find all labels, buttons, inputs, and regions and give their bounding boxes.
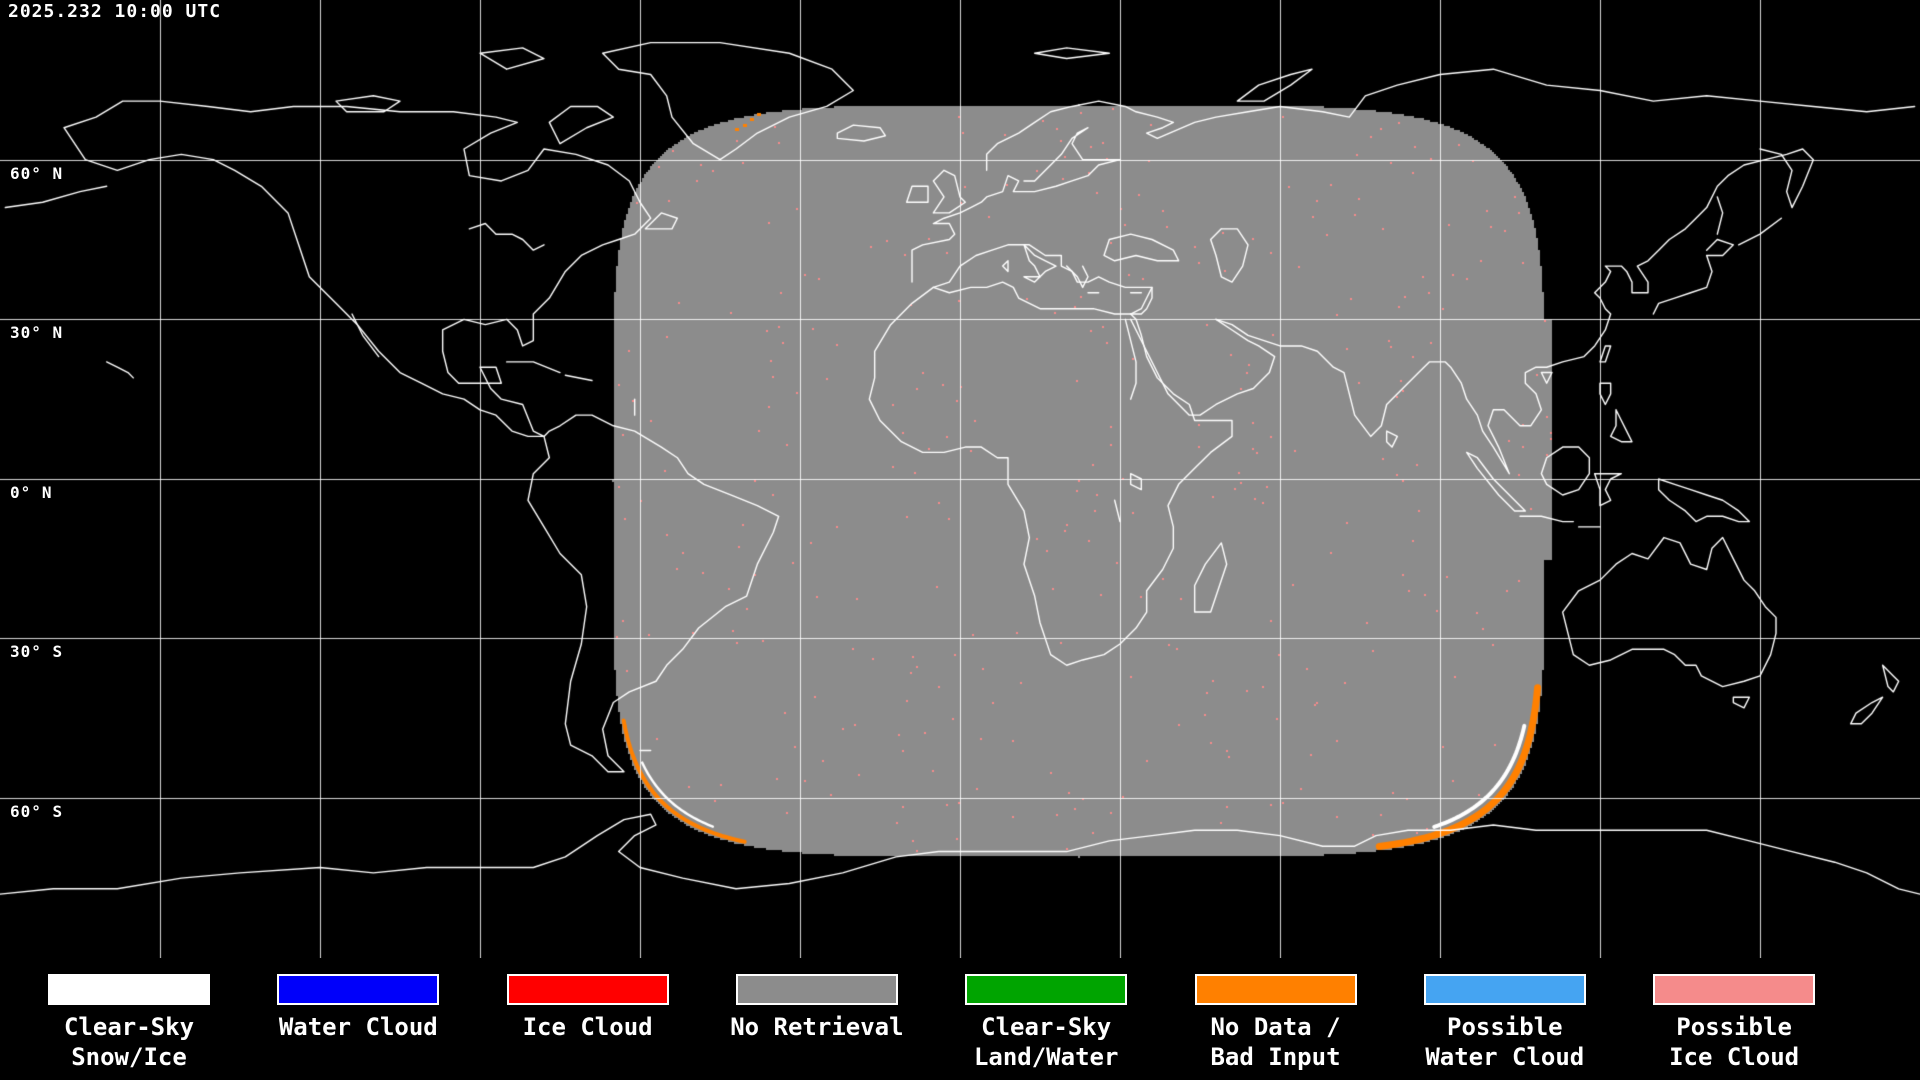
legend-item: No Data / Bad Input: [1181, 974, 1371, 1072]
world-map-canvas: [0, 0, 1920, 958]
legend-label-line: No Retrieval: [730, 1013, 904, 1041]
legend-item: Water Cloud: [263, 974, 453, 1042]
legend-label-line: Clear-Sky: [981, 1013, 1112, 1041]
legend-label-line: Water Cloud: [278, 1013, 438, 1041]
legend-swatch: [48, 974, 210, 1005]
legend-label: No Data / Bad Input: [1181, 1012, 1371, 1072]
legend-swatch: [1423, 974, 1586, 1005]
legend-label-line: No Data /: [1210, 1013, 1341, 1041]
latitude-label: 30° N: [10, 323, 64, 342]
legend-label-line: Snow/Ice: [71, 1043, 187, 1071]
legend-swatch: [1653, 974, 1816, 1005]
legend-label: No Retrieval: [722, 1012, 912, 1042]
legend: Clear-Sky Snow/Ice Water Cloud Ice Cloud No …: [0, 958, 1920, 1080]
legend-label: Clear-Sky Land/Water: [951, 1012, 1141, 1072]
legend-item: Possible Ice Cloud: [1639, 974, 1829, 1072]
legend-label: Possible Ice Cloud: [1639, 1012, 1829, 1072]
legend-item: Clear-Sky Snow/Ice: [34, 974, 224, 1072]
legend-item: No Retrieval: [722, 974, 912, 1042]
legend-item: Clear-Sky Land/Water: [951, 974, 1141, 1072]
legend-label: Ice Cloud: [493, 1012, 683, 1042]
legend-label-line: Possible: [1676, 1013, 1792, 1041]
legend-label-line: Water Cloud: [1425, 1043, 1585, 1071]
latitude-label: 60° N: [10, 164, 64, 183]
legend-swatch: [735, 974, 898, 1005]
latitude-label: 60° S: [10, 802, 64, 821]
legend-label-line: Land/Water: [973, 1043, 1119, 1071]
legend-label: Clear-Sky Snow/Ice: [34, 1012, 224, 1072]
legend-item: Possible Water Cloud: [1410, 974, 1600, 1072]
legend-label-line: Possible: [1447, 1013, 1563, 1041]
legend-label-line: Bad Input: [1210, 1043, 1341, 1071]
legend-label: Possible Water Cloud: [1410, 1012, 1600, 1072]
legend-label: Water Cloud: [263, 1012, 453, 1042]
legend-label-line: Ice Cloud: [1669, 1043, 1800, 1071]
legend-swatch: [1194, 974, 1357, 1005]
timestamp: 2025.232 10:00 UTC: [8, 1, 222, 22]
latitude-label: 0° N: [10, 483, 53, 502]
latitude-label: 30° S: [10, 642, 64, 661]
legend-swatch: [506, 974, 669, 1005]
legend-swatch: [965, 974, 1128, 1005]
legend-label-line: Ice Cloud: [522, 1013, 653, 1041]
legend-label-line: Clear-Sky: [63, 1013, 195, 1041]
legend-swatch: [277, 974, 440, 1005]
legend-item: Ice Cloud: [493, 974, 683, 1042]
